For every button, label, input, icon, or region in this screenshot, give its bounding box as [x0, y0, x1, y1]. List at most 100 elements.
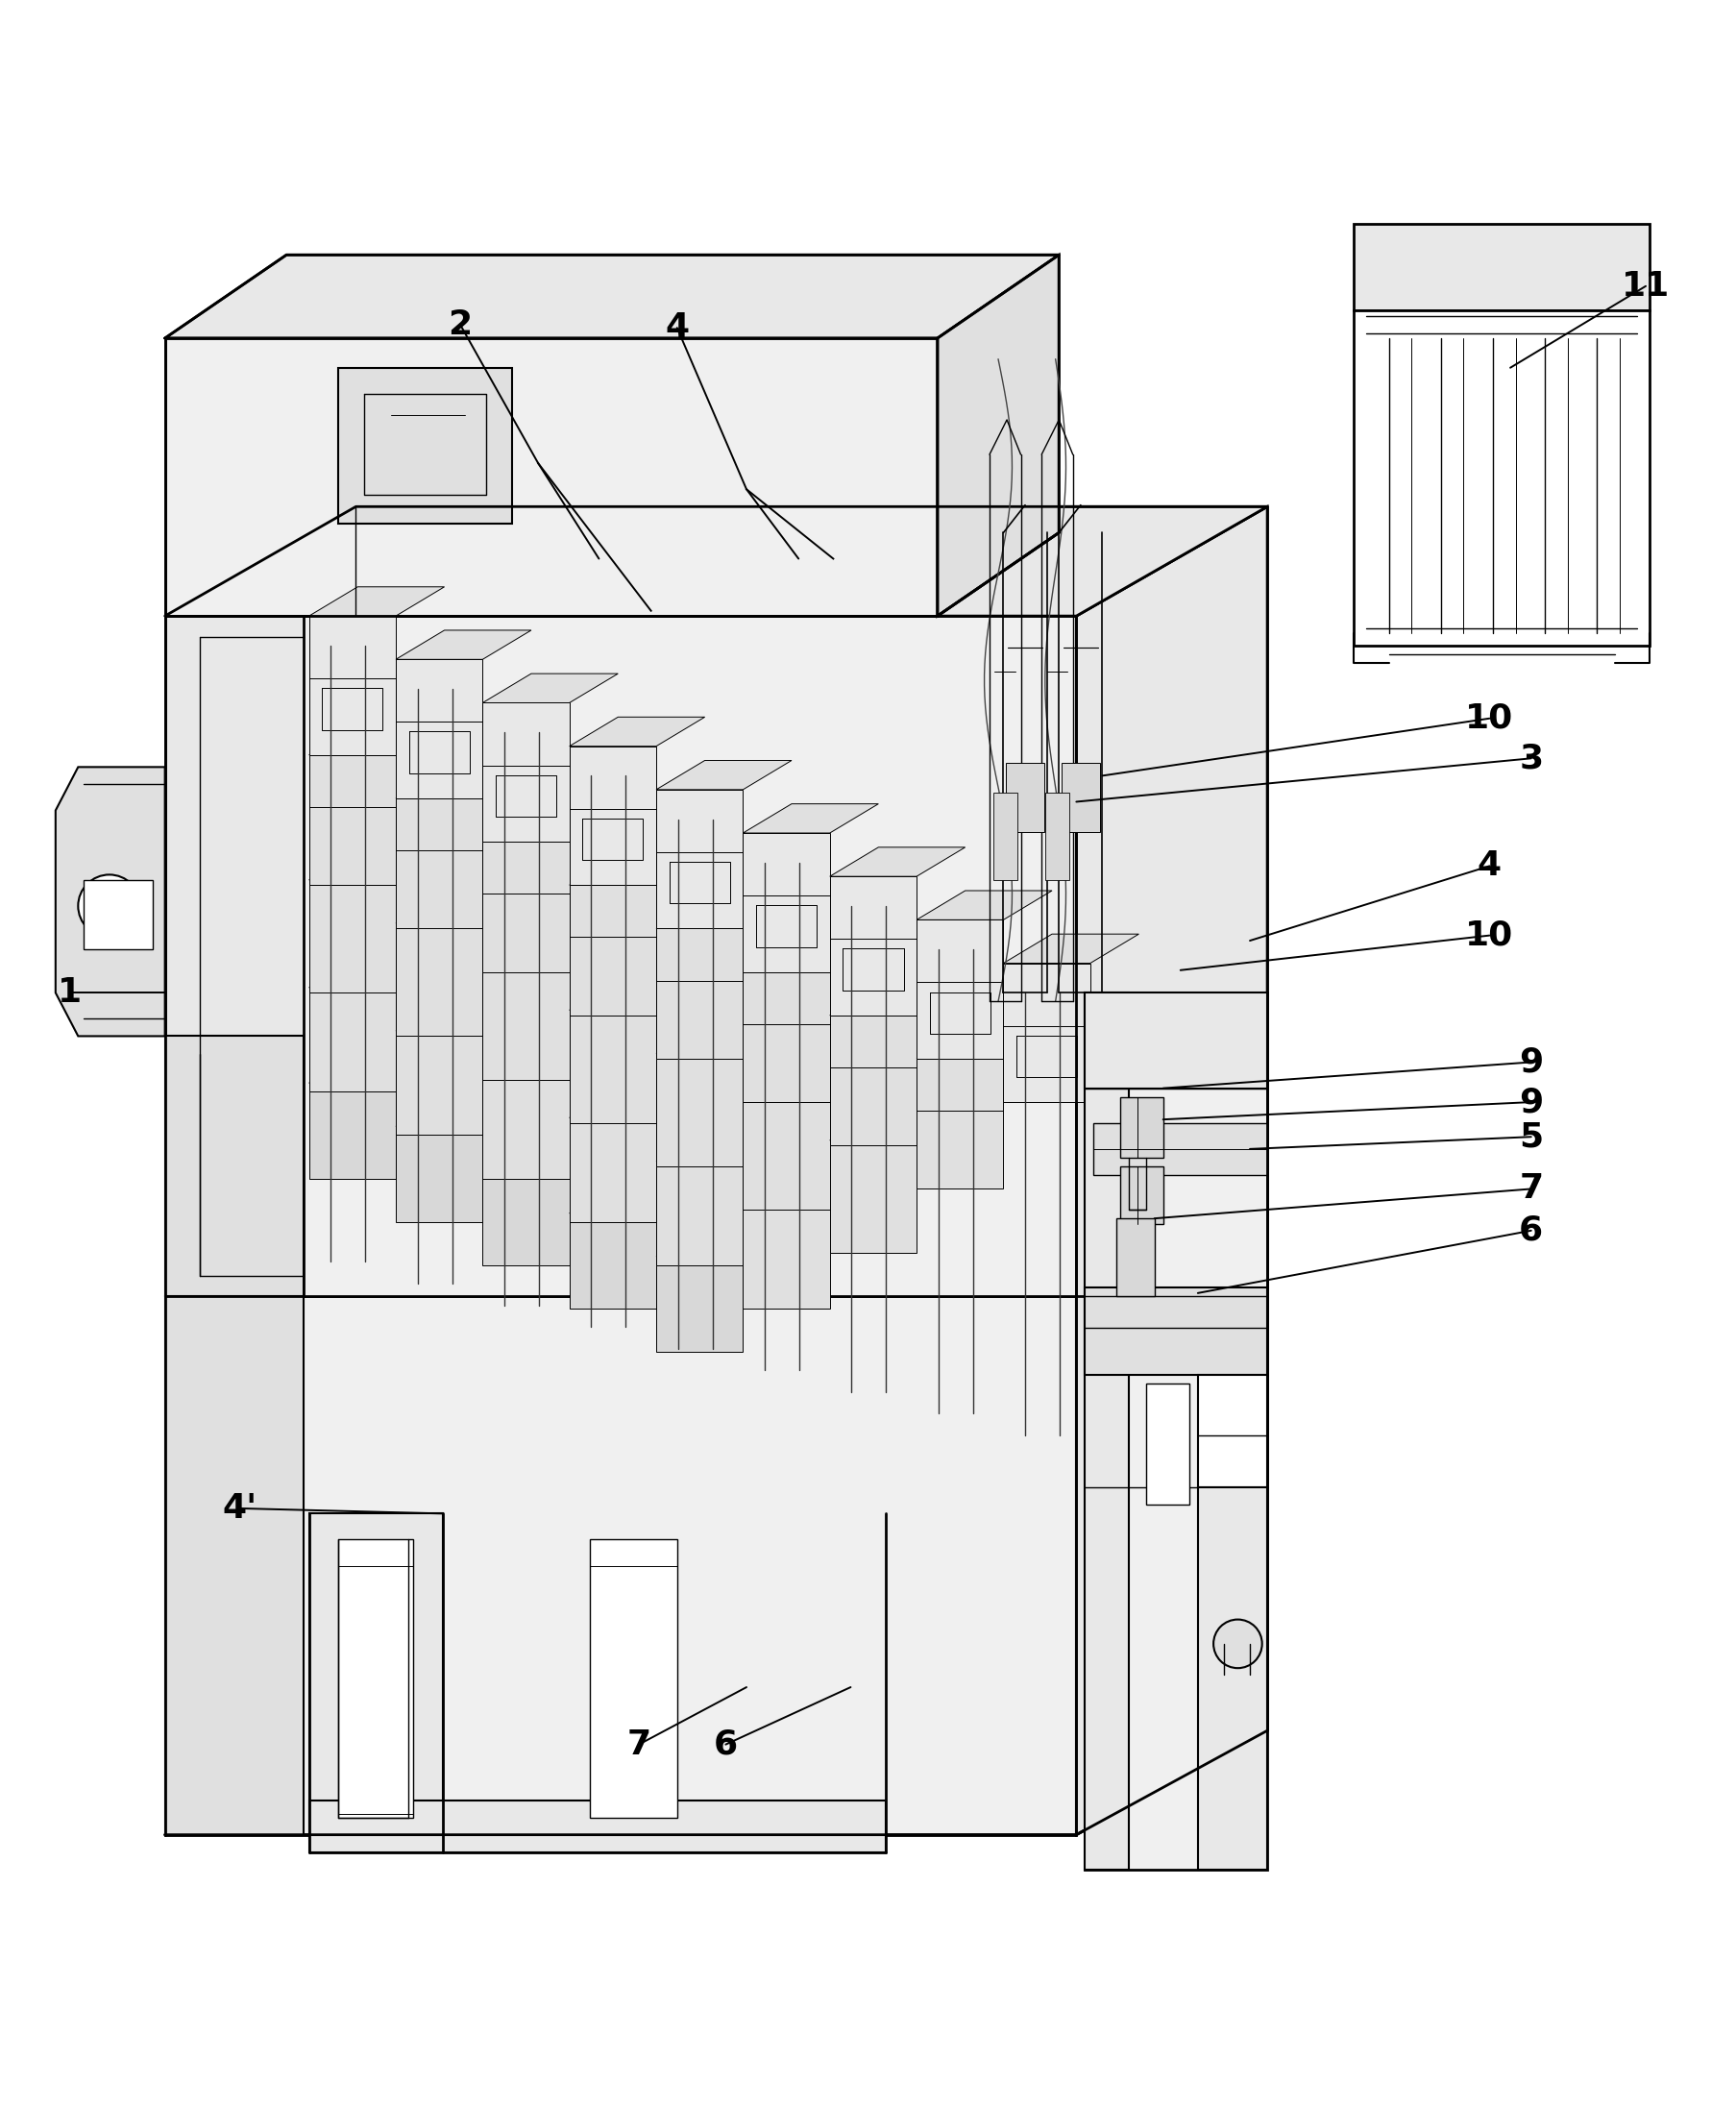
Polygon shape [1198, 1374, 1267, 1488]
Polygon shape [309, 851, 444, 881]
Polygon shape [1076, 506, 1267, 1296]
Polygon shape [1094, 1123, 1267, 1176]
Polygon shape [483, 813, 618, 841]
Polygon shape [1116, 1218, 1154, 1296]
Polygon shape [309, 725, 444, 754]
Polygon shape [483, 967, 569, 1079]
Polygon shape [830, 847, 965, 877]
Text: 3: 3 [1519, 742, 1543, 775]
Circle shape [78, 874, 141, 938]
Polygon shape [309, 588, 444, 615]
Polygon shape [830, 1140, 917, 1254]
Polygon shape [396, 1098, 531, 1127]
Polygon shape [309, 754, 396, 885]
Polygon shape [656, 790, 743, 929]
Polygon shape [656, 1024, 792, 1054]
Text: 4: 4 [665, 312, 689, 343]
Polygon shape [569, 1089, 705, 1117]
Polygon shape [1076, 1184, 1267, 1835]
Polygon shape [396, 630, 531, 659]
Polygon shape [309, 615, 396, 754]
Polygon shape [396, 769, 531, 799]
Polygon shape [656, 1228, 792, 1256]
Polygon shape [1003, 963, 1090, 1102]
Polygon shape [830, 986, 965, 1016]
Polygon shape [483, 841, 569, 971]
Text: 9: 9 [1519, 1045, 1543, 1079]
Polygon shape [656, 1054, 743, 1167]
Polygon shape [937, 255, 1059, 615]
Polygon shape [396, 659, 483, 799]
Polygon shape [656, 1161, 743, 1266]
Polygon shape [656, 1131, 792, 1161]
Text: 6: 6 [1519, 1214, 1543, 1247]
Polygon shape [165, 1296, 1076, 1835]
Polygon shape [396, 1127, 483, 1222]
Polygon shape [483, 1140, 618, 1169]
Polygon shape [1198, 1488, 1267, 1869]
Polygon shape [993, 792, 1017, 881]
Polygon shape [309, 1054, 444, 1083]
Polygon shape [1085, 992, 1267, 1087]
Polygon shape [1120, 1167, 1163, 1224]
Polygon shape [569, 855, 705, 885]
Polygon shape [569, 716, 705, 746]
Polygon shape [917, 891, 1052, 921]
Polygon shape [656, 929, 743, 1058]
Polygon shape [569, 982, 705, 1009]
Polygon shape [165, 339, 937, 615]
Polygon shape [1085, 992, 1128, 1869]
Polygon shape [1005, 763, 1045, 832]
Polygon shape [1354, 223, 1649, 310]
Polygon shape [743, 1068, 878, 1098]
Polygon shape [309, 1799, 885, 1852]
Polygon shape [1045, 792, 1069, 881]
Polygon shape [165, 1296, 304, 1835]
Polygon shape [309, 959, 444, 988]
Polygon shape [165, 255, 1059, 339]
Polygon shape [743, 832, 830, 971]
Polygon shape [1120, 1098, 1163, 1157]
Text: 1: 1 [57, 976, 82, 1009]
Polygon shape [165, 1037, 304, 1296]
Polygon shape [483, 1045, 618, 1075]
Polygon shape [569, 885, 656, 1016]
Polygon shape [483, 1075, 569, 1178]
Text: 6: 6 [713, 1728, 738, 1761]
Polygon shape [165, 615, 304, 1296]
Polygon shape [1354, 310, 1649, 645]
Polygon shape [656, 761, 792, 790]
Polygon shape [590, 1540, 677, 1818]
Polygon shape [396, 1001, 531, 1030]
Polygon shape [396, 799, 483, 929]
Polygon shape [1146, 1384, 1189, 1504]
Polygon shape [339, 369, 512, 525]
Polygon shape [309, 881, 396, 992]
Text: 5: 5 [1519, 1121, 1543, 1153]
Polygon shape [830, 877, 917, 1016]
Polygon shape [743, 971, 830, 1102]
Polygon shape [569, 1009, 656, 1123]
Polygon shape [656, 1256, 743, 1353]
Text: 4: 4 [1477, 849, 1502, 883]
Polygon shape [917, 1030, 1052, 1058]
Polygon shape [1085, 992, 1267, 1869]
Polygon shape [569, 1184, 705, 1214]
Polygon shape [1003, 933, 1139, 963]
Polygon shape [569, 1214, 656, 1308]
Polygon shape [656, 900, 792, 929]
Polygon shape [396, 923, 483, 1037]
Polygon shape [396, 1030, 483, 1136]
Text: 2: 2 [448, 308, 472, 341]
Polygon shape [396, 893, 531, 923]
Polygon shape [309, 1083, 396, 1178]
Text: 4': 4' [222, 1492, 257, 1525]
Polygon shape [743, 1205, 830, 1308]
Polygon shape [569, 746, 656, 885]
Polygon shape [743, 1098, 830, 1209]
Polygon shape [743, 1176, 878, 1205]
Polygon shape [83, 881, 153, 950]
Polygon shape [917, 921, 1003, 1058]
Polygon shape [1085, 1287, 1267, 1374]
Circle shape [1213, 1620, 1262, 1669]
